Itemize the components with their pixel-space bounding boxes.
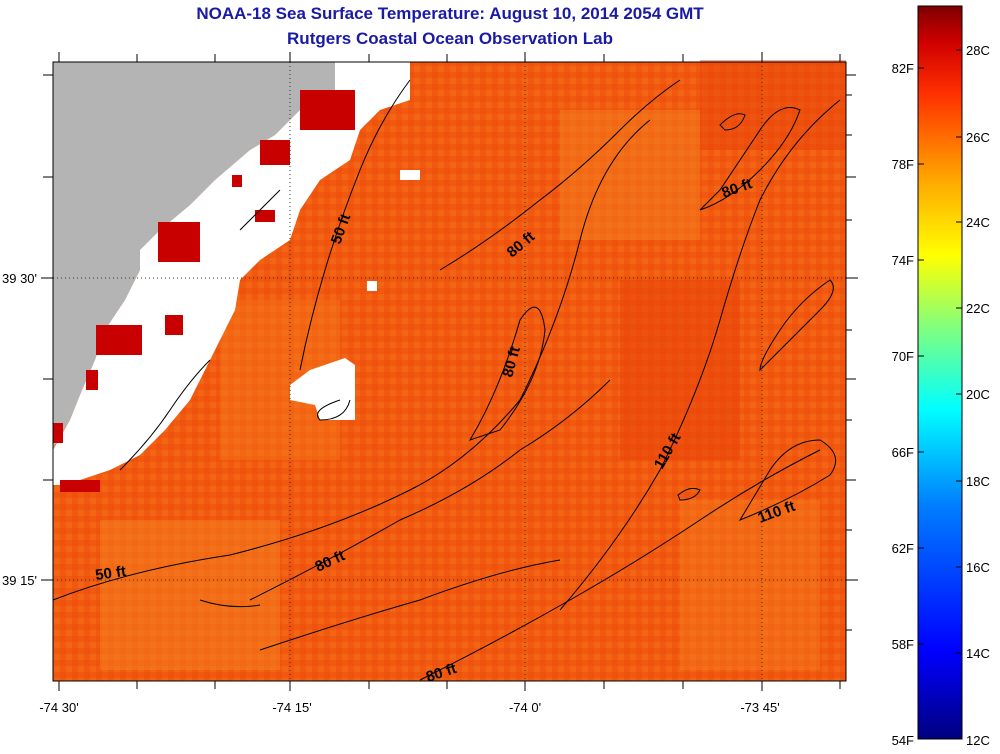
colorbar-f-label: 62F (892, 541, 914, 556)
colorbar-fahrenheit-labels: 82F 78F 74F 70F 66F 62F 58F 54F (892, 61, 914, 748)
land-area (53, 62, 335, 450)
colorbar-f-label: 74F (892, 253, 914, 268)
colorbar-c-label: 24C (966, 215, 990, 230)
lon-label: -74 30' (39, 700, 78, 715)
colorbar-c-label: 14C (966, 646, 990, 661)
colorbar-f-label: 58F (892, 637, 914, 652)
colorbar-f-label: 66F (892, 445, 914, 460)
colorbar-c-label: 22C (966, 301, 990, 316)
colorbar-c-label: 20C (966, 387, 990, 402)
colorbar-f-label: 70F (892, 349, 914, 364)
nearshore-warm-cells (53, 90, 355, 492)
lat-label: 39 15' (2, 573, 37, 588)
gridlines (53, 62, 846, 681)
contour-label: 50 ft (94, 563, 127, 584)
colorbar-c-label: 26C (966, 130, 990, 145)
colorbar-ticks (918, 49, 962, 654)
map-ticks (41, 52, 858, 691)
colorbar-c-label: 18C (966, 474, 990, 489)
lon-label: -74 0' (509, 700, 541, 715)
map-frame (52, 61, 847, 682)
colorbar-f-label: 54F (892, 733, 914, 748)
colorbar-c-label: 28C (966, 43, 990, 58)
sst-field (53, 60, 846, 681)
lon-label: -74 15' (272, 700, 311, 715)
depth-contours (52, 79, 841, 681)
colorbar-c-label: 12C (966, 733, 990, 748)
map-subtitle: Rutgers Coastal Ocean Observation Lab (287, 29, 613, 48)
colorbar-f-label: 82F (892, 61, 914, 76)
map-title: NOAA-18 Sea Surface Temperature: August … (196, 4, 704, 23)
colorbar-f-label: 78F (892, 157, 914, 172)
lon-axis-labels: -74 30' -74 15' -74 0' -73 45' (39, 700, 779, 715)
colorbar-celsius-labels: 28C 26C 24C 22C 20C 18C 16C 14C 12C (966, 43, 990, 748)
lat-axis-labels: 39 30' 39 15' (2, 271, 37, 588)
lat-label: 39 30' (2, 271, 37, 286)
no-data-area (53, 62, 410, 485)
colorbar (917, 5, 963, 740)
lon-label: -73 45' (740, 700, 779, 715)
colorbar-c-label: 16C (966, 560, 990, 575)
